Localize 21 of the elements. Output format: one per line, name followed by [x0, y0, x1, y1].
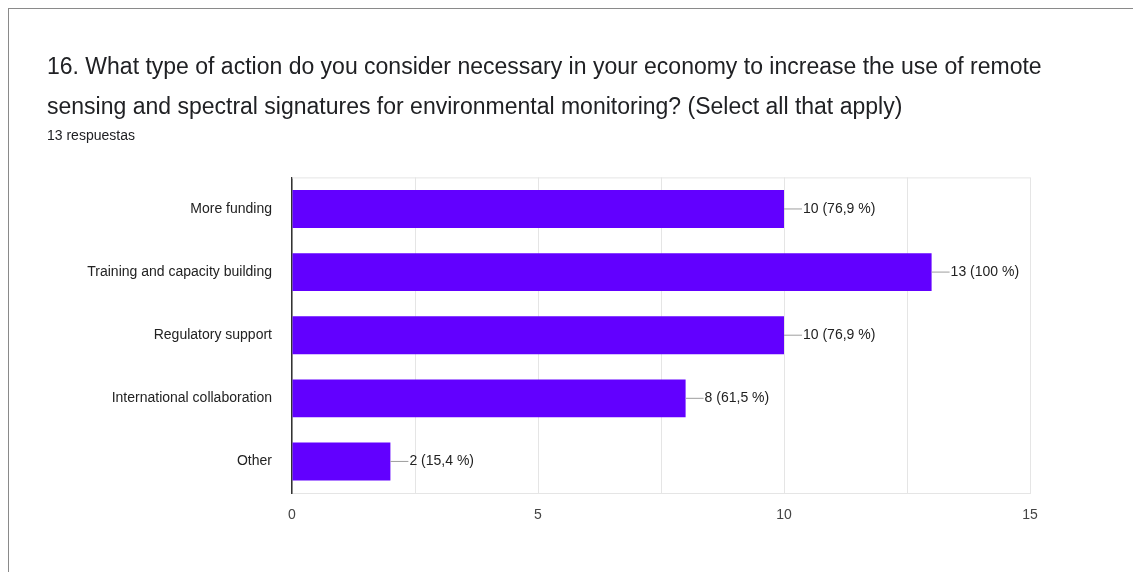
x-tick-label: 5 [534, 506, 543, 523]
bar [292, 379, 686, 418]
y-tick-label: Training and capacity building [87, 262, 272, 279]
x-tick-label: 10 [776, 506, 792, 523]
x-tick-label: 0 [288, 506, 297, 523]
y-tick-label: Other [236, 452, 273, 469]
bar [292, 442, 391, 481]
data-label: 10 (76,9 %) [803, 326, 876, 343]
y-tick-label: International collaboration [111, 389, 272, 406]
data-label: 13 (100 %) [950, 262, 1020, 279]
data-label: 10 (76,9 %) [803, 199, 876, 216]
data-label: 8 (61,5 %) [704, 389, 770, 406]
bar [292, 316, 784, 355]
bar [292, 253, 932, 292]
data-label: 2 (15,4 %) [409, 452, 474, 469]
x-tick-label: 15 [1022, 506, 1038, 523]
y-tick-label: More funding [190, 199, 272, 216]
chart-title: 16. What type of action do you consider necessary in your economy to increase the use of remote sensing and spectral signatures for environmental monitoring? (Select all that apply) [47, 52, 1043, 121]
y-tick-label: Regulatory support [153, 326, 273, 343]
text: 13 respuestas [47, 126, 135, 144]
bar [292, 190, 784, 228]
